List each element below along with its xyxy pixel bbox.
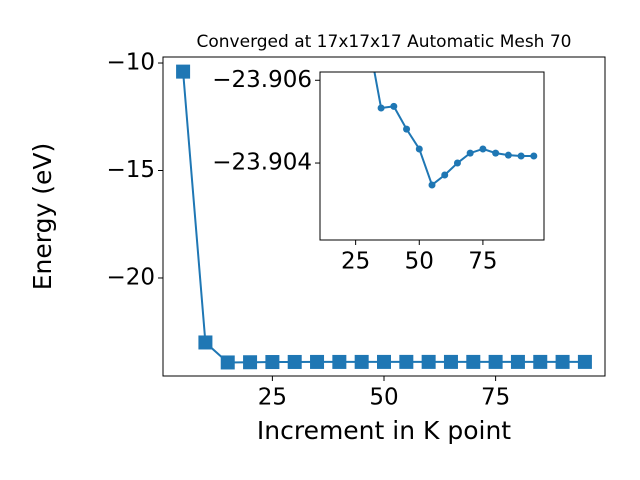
axes-frame [319, 71, 545, 241]
y-tick-label: −20 [106, 264, 155, 290]
x-tick-label: 50 [405, 249, 434, 275]
data-point [403, 125, 411, 133]
y-tick-label: −23.906 [212, 67, 312, 93]
chart-title: Converged at 17x17x17 Automatic Mesh 70 [197, 32, 572, 52]
data-point [198, 335, 213, 350]
data-point [530, 152, 538, 160]
data-point [443, 354, 458, 369]
data-point [466, 354, 481, 369]
y-tick-label: −15 [106, 157, 155, 183]
x-tick-label: 75 [481, 385, 510, 411]
y-tick-label: −10 [106, 50, 155, 76]
data-point [354, 354, 369, 369]
data-point [479, 145, 487, 153]
data-point [492, 149, 500, 157]
data-point [377, 104, 385, 112]
x-tick-label: 25 [341, 249, 370, 275]
data-point [453, 159, 461, 167]
data-point [310, 354, 325, 369]
data-point [220, 355, 235, 370]
data-point [517, 152, 525, 160]
data-point [377, 354, 391, 369]
data-point [466, 149, 474, 157]
x-tick-label: 75 [468, 249, 497, 275]
data-point [243, 355, 258, 370]
x-tick-label: 25 [258, 385, 287, 411]
x-tick-label: 50 [369, 385, 398, 411]
data-point [428, 181, 436, 189]
data-point [399, 354, 414, 369]
data-point [287, 354, 302, 369]
data-point [421, 354, 436, 369]
plot-content [176, 64, 592, 370]
data-point [533, 354, 548, 369]
data-point [504, 151, 512, 159]
data-point [332, 354, 347, 369]
data-point [510, 354, 525, 369]
data-point [415, 145, 423, 153]
plot-content [373, 72, 538, 189]
data-point [390, 102, 398, 110]
x-axis-label: Increment in K point [257, 416, 511, 445]
y-tick-label: −23.904 [212, 150, 312, 176]
data-point [265, 355, 280, 370]
data-point [176, 64, 191, 79]
data-point [441, 171, 449, 179]
data-point [488, 354, 503, 369]
data-point [555, 354, 570, 369]
y-axis-label: Energy (eV) [28, 143, 57, 290]
data-point [577, 354, 592, 369]
